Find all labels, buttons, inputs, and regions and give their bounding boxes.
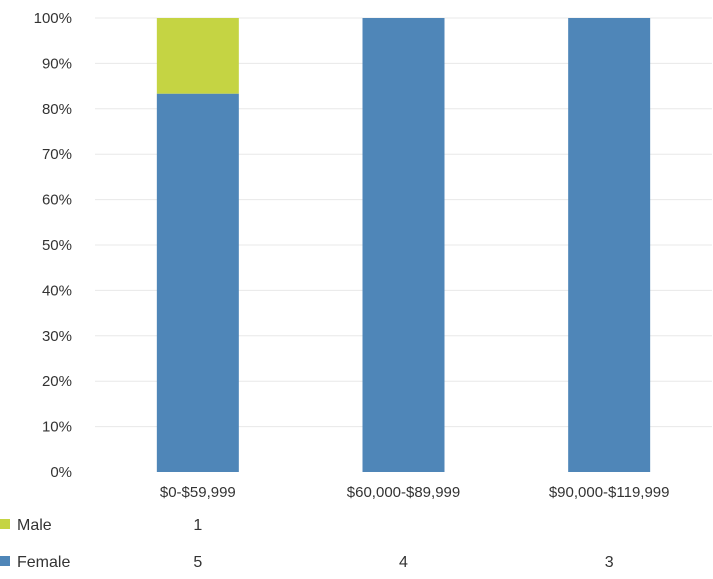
table-value: 5 — [193, 554, 202, 571]
table-value: 3 — [605, 554, 614, 571]
y-axis-ticks: 0% 10% 20% 30% 40% 50% 60% 70% 80% 90% 100% — [34, 10, 72, 481]
legend-swatch-male — [0, 519, 10, 529]
bar-female — [362, 18, 445, 472]
y-tick-label: 30% — [42, 328, 72, 345]
y-tick-label: 10% — [42, 419, 72, 436]
data-table: Male 1 Female 5 4 3 — [0, 517, 614, 571]
y-tick-label: 50% — [42, 237, 72, 254]
y-tick-label: 80% — [42, 101, 72, 118]
y-tick-label: 60% — [42, 192, 72, 209]
y-tick-label: 40% — [42, 282, 72, 299]
y-tick-label: 100% — [34, 10, 72, 27]
legend-swatch-female — [0, 556, 10, 566]
y-tick-label: 90% — [42, 55, 72, 72]
x-axis-categories: $0-$59,999 $60,000-$89,999 $90,000-$119,99… — [160, 484, 670, 501]
x-category-label: $60,000-$89,999 — [347, 484, 460, 501]
legend-label-male: Male — [17, 517, 52, 534]
x-category-label: $0-$59,999 — [160, 484, 236, 501]
bar-female — [156, 93, 239, 473]
bar-male — [156, 18, 239, 94]
y-tick-label: 20% — [42, 373, 72, 390]
x-category-label: $90,000-$119,999 — [549, 484, 670, 501]
table-value: 1 — [193, 517, 202, 534]
legend-label-female: Female — [17, 554, 70, 571]
table-value: 4 — [399, 554, 408, 571]
bar-female — [568, 18, 651, 472]
y-tick-label: 0% — [50, 464, 72, 481]
bars — [156, 18, 651, 473]
y-tick-label: 70% — [42, 146, 72, 163]
